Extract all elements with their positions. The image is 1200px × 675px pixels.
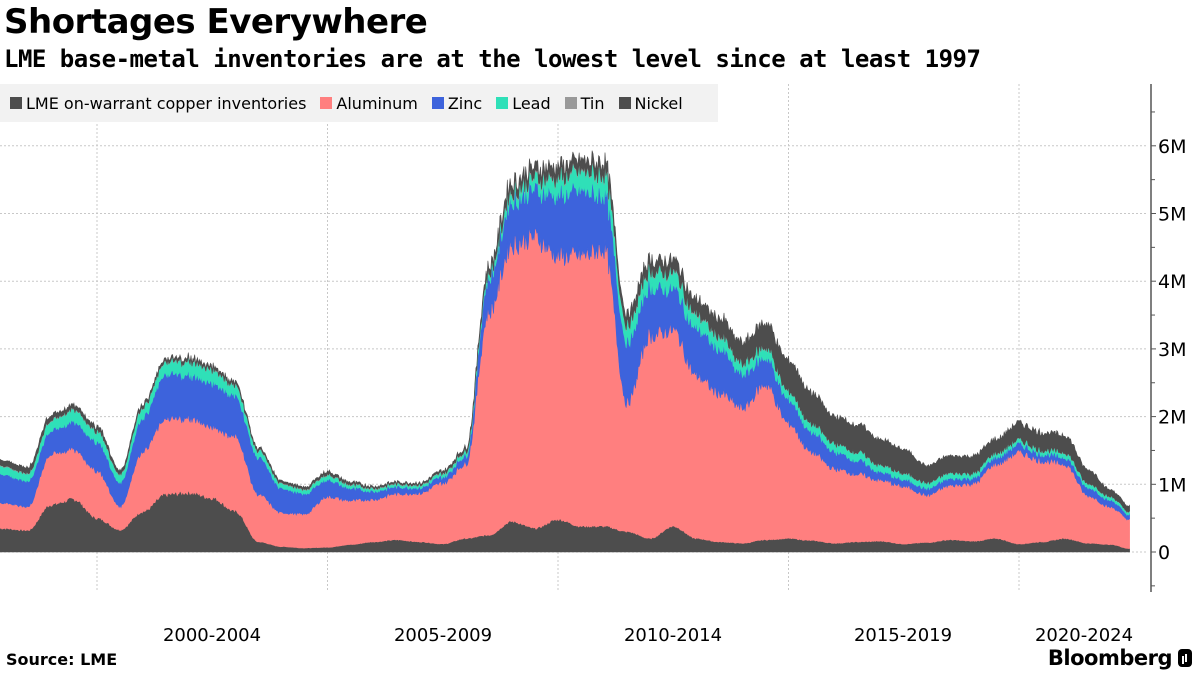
x-tick-label: 2010-2014 <box>624 625 722 646</box>
legend-label: LME on-warrant copper inventories <box>26 93 307 113</box>
legend-label: Zinc <box>447 93 483 113</box>
y-tick-label: 3M <box>1158 339 1186 361</box>
y-tick-label: 1M <box>1158 474 1186 496</box>
chart-title: Shortages Everywhere <box>4 2 428 42</box>
bloomberg-terminal-icon <box>1178 649 1192 667</box>
legend-item: Aluminum <box>320 93 418 113</box>
y-axis: 0 1M 2M 3M 4M 5M 6M <box>1150 84 1186 592</box>
y-tick-label: 5M <box>1158 204 1186 226</box>
legend-swatch <box>618 97 631 109</box>
legend-label: Aluminum <box>336 93 418 113</box>
legend-item: Tin <box>564 93 605 113</box>
legend-swatch <box>431 97 444 109</box>
legend-swatch <box>496 97 509 109</box>
legend-swatch <box>10 97 22 109</box>
legend-label: Nickel <box>634 93 683 113</box>
y-tick-label: 4M <box>1158 271 1186 293</box>
legend-swatch <box>320 97 333 109</box>
area-series <box>0 150 1130 553</box>
legend-item: Nickel <box>618 93 683 113</box>
stacked-area-chart: 0 1M 2M 3M 4M 5M 6M 2000-2004 2005-2009 2010-201… <box>0 84 1186 646</box>
area-nickel <box>0 150 1130 513</box>
source-note: Source: LME <box>6 650 118 669</box>
x-axis-labels: 2000-2004 2005-2009 2010-2014 2015-2019 2020… <box>163 625 1133 646</box>
y-tick-label: 2M <box>1158 407 1186 429</box>
x-tick-label: 2015-2019 <box>854 625 952 646</box>
bloomberg-logo: Bloomberg <box>1048 646 1192 670</box>
y-tick-label: 6M <box>1158 136 1186 158</box>
chart-subtitle: LME base-metal inventories are at the lo… <box>4 45 981 73</box>
legend-item: Lead <box>496 93 551 113</box>
brand-name: Bloomberg <box>1047 646 1173 670</box>
legend-item: LME on-warrant copper inventories <box>10 94 306 113</box>
legend-label: Tin <box>580 93 605 113</box>
x-tick-label: 2000-2004 <box>163 625 261 646</box>
x-tick-label: 2020-2024 <box>1035 625 1133 646</box>
y-tick-label: 0 <box>1158 542 1170 564</box>
legend: LME on-warrant copper inventories Aluminu… <box>0 84 718 122</box>
legend-item: Zinc <box>431 93 483 113</box>
legend-label: Lead <box>512 93 551 113</box>
x-tick-label: 2005-2009 <box>394 625 492 646</box>
legend-swatch <box>564 97 577 109</box>
